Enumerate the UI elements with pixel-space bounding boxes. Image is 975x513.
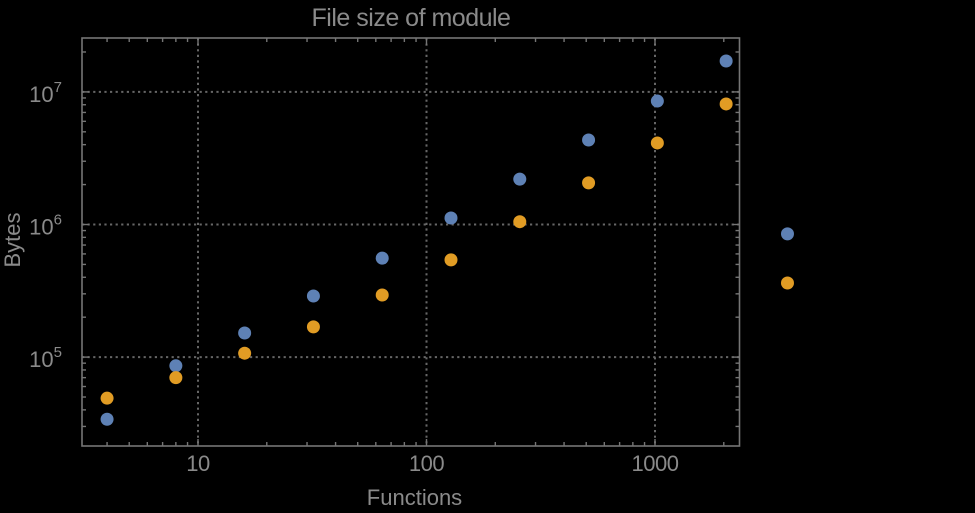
data-point-orange: [306, 320, 320, 334]
data-point-blue: [719, 54, 733, 68]
x-tick-label: 10: [186, 451, 210, 476]
y-axis-label: Bytes: [0, 212, 25, 268]
y-tick-label: 107: [29, 79, 62, 107]
data-point-orange: [375, 288, 389, 302]
plot-frame: [81, 37, 741, 447]
data-point-blue: [375, 251, 389, 265]
x-tick-label: 1000: [632, 451, 679, 476]
data-point-orange: [238, 346, 252, 360]
data-point-blue: [100, 412, 114, 426]
y-tick-label: 105: [29, 344, 62, 372]
data-point-orange: [169, 371, 183, 385]
x-axis-label: Functions: [366, 485, 463, 510]
data-point-blue: [306, 289, 320, 303]
data-point-blue: [513, 172, 527, 186]
chart-title: File size of module: [311, 4, 511, 32]
data-point-blue: [780, 227, 794, 241]
data-point-orange: [780, 276, 794, 290]
y-tick-label: 106: [29, 212, 62, 240]
data-point-blue: [238, 326, 252, 340]
data-point-orange: [650, 136, 664, 150]
data-point-orange: [582, 176, 596, 190]
data-point-orange: [513, 215, 527, 229]
data-point-blue: [650, 94, 664, 108]
data-point-blue: [444, 211, 458, 225]
x-tick-label: 100: [409, 451, 444, 476]
data-point-orange: [100, 391, 114, 405]
data-point-blue: [582, 133, 596, 147]
data-point-orange: [719, 97, 733, 111]
data-point-blue: [169, 359, 183, 373]
data-point-orange: [444, 253, 458, 267]
